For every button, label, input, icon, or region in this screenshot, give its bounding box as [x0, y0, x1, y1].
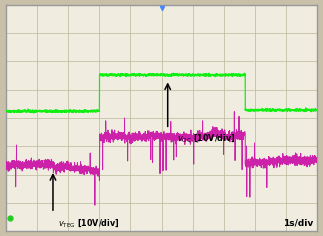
Text: $v_{\mathrm{TEG}}$ [10V/div]: $v_{\mathrm{TEG}}$ [10V/div] — [57, 217, 119, 228]
Text: 1s/div: 1s/div — [283, 219, 313, 228]
Text: $v_{\mathrm{OC}}$ [10V/div]: $v_{\mathrm{OC}}$ [10V/div] — [177, 132, 236, 143]
